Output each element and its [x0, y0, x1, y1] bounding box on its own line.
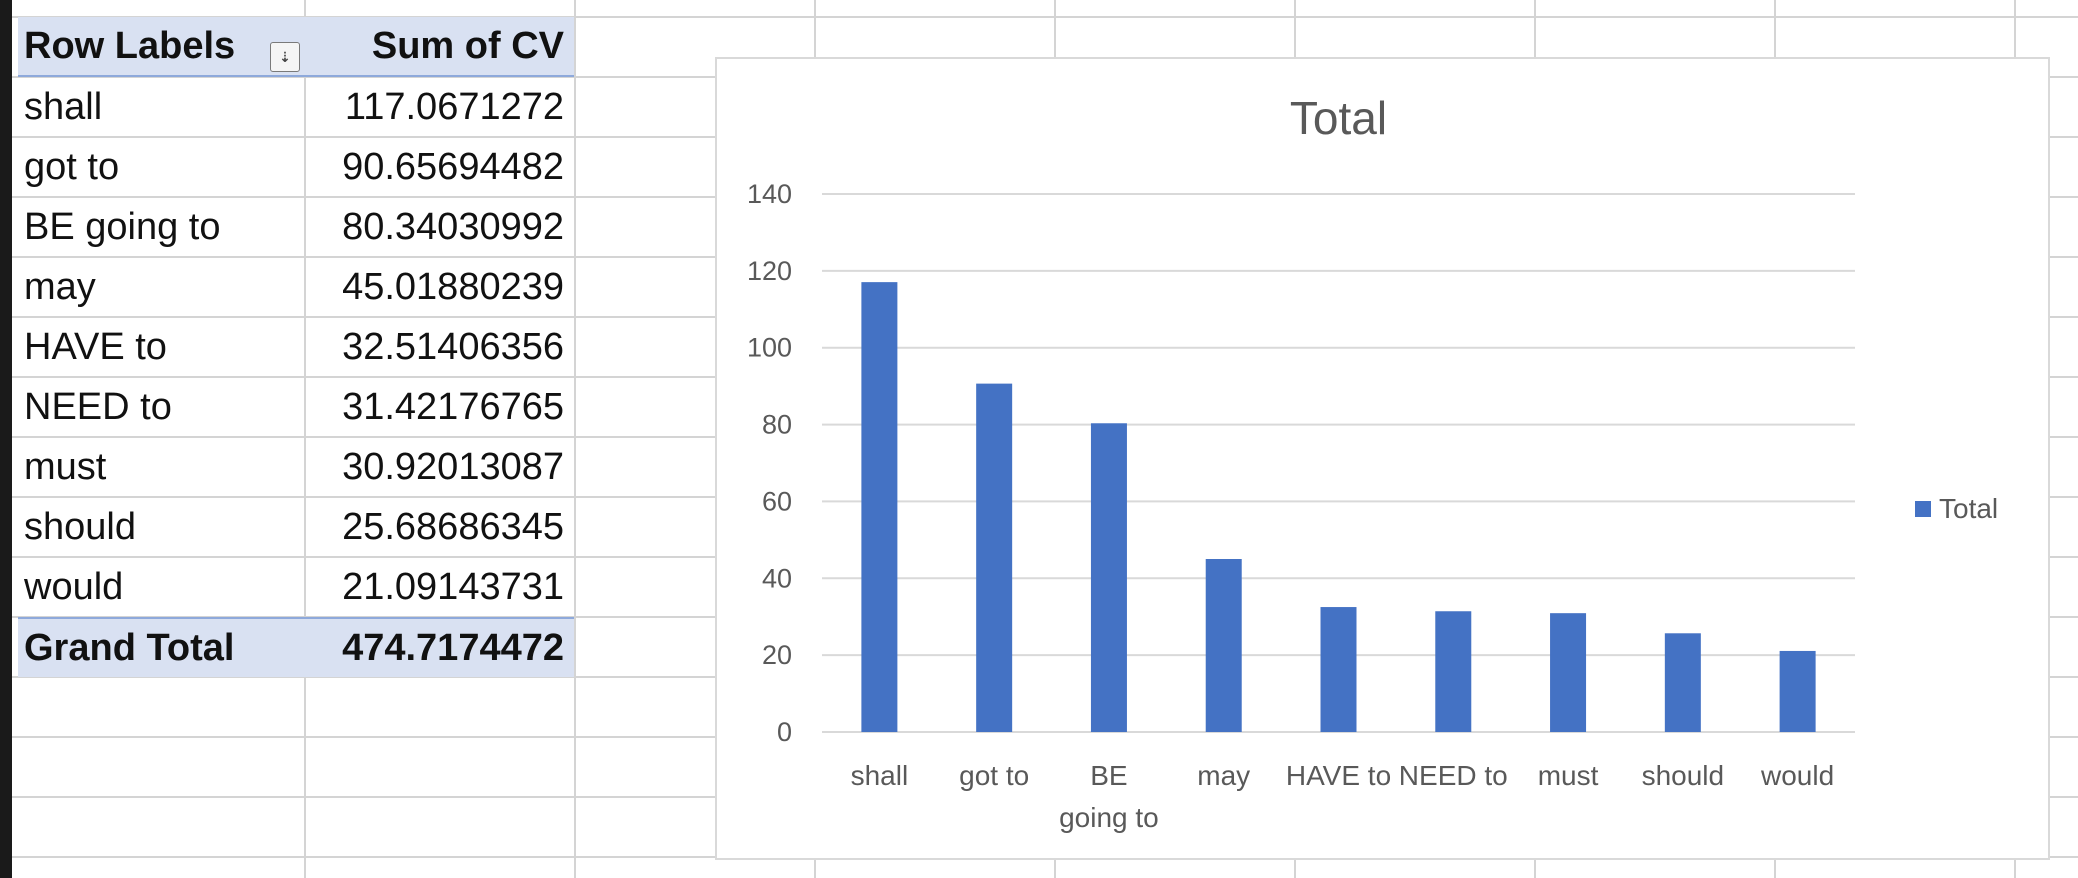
row-label[interactable]: must	[24, 445, 107, 488]
y-tick-label: 40	[762, 563, 792, 593]
bar	[1205, 558, 1242, 732]
row-value[interactable]: 80.34030992	[342, 205, 564, 248]
bar	[1090, 423, 1127, 732]
bar	[861, 282, 898, 732]
row-label[interactable]: would	[24, 565, 124, 608]
x-tick-label: may	[1197, 760, 1250, 791]
x-tick-label: NEED to	[1399, 760, 1508, 791]
left-window-edge	[0, 0, 12, 878]
pivot-row[interactable]: must 30.92013087	[18, 437, 574, 497]
pivot-row[interactable]: NEED to 31.42176765	[18, 377, 574, 437]
x-tick-label: shall	[851, 760, 909, 791]
legend-swatch	[1915, 501, 1931, 517]
y-tick-label: 80	[762, 410, 792, 440]
pivot-row[interactable]: shall 117.0671272	[18, 77, 574, 137]
row-value[interactable]: 32.51406356	[342, 325, 564, 368]
row-value[interactable]: 21.09143731	[342, 565, 564, 608]
bar	[1320, 607, 1357, 732]
bar	[1664, 633, 1701, 732]
x-tick-label: BE	[1090, 760, 1127, 791]
y-tick-label: 60	[762, 486, 792, 516]
row-value[interactable]: 25.68686345	[342, 505, 564, 548]
legend-label: Total	[1939, 493, 1998, 524]
x-tick-label: should	[1642, 760, 1725, 791]
row-label[interactable]: shall	[24, 85, 103, 128]
x-tick-label: got to	[959, 760, 1029, 791]
pivot-header-row[interactable]: Row Labels ⇣ Sum of CV	[18, 17, 574, 77]
bar-chart-svg: Total 0 20 40 60 80 100 120 140 shall got to BE goin…	[747, 92, 1998, 833]
bar	[1550, 613, 1587, 732]
row-label[interactable]: got to	[24, 145, 120, 188]
grand-total-row[interactable]: Grand Total 474.7174472	[18, 617, 574, 677]
row-label[interactable]: BE going to	[24, 205, 221, 248]
bar	[1435, 611, 1472, 732]
pivot-table: Row Labels ⇣ Sum of CV shall 117.0671272…	[18, 17, 574, 677]
pivot-chart[interactable]: Total 0 20 40 60 80 100 120 140 shall got to BE goin…	[715, 57, 2050, 860]
bar	[1779, 650, 1816, 732]
x-tick-label: would	[1760, 760, 1834, 791]
pivot-row[interactable]: should 25.68686345	[18, 497, 574, 557]
x-tick-label: must	[1538, 760, 1599, 791]
y-tick-label: 0	[777, 717, 792, 747]
y-tick-label: 140	[747, 179, 792, 209]
row-value[interactable]: 45.01880239	[342, 265, 564, 308]
y-tick-label: 100	[747, 333, 792, 363]
row-labels-header[interactable]: Row Labels	[24, 24, 236, 67]
sum-of-cv-header[interactable]: Sum of CV	[371, 24, 564, 67]
chart-title: Total	[1290, 92, 1387, 144]
pivot-row[interactable]: would 21.09143731	[18, 557, 574, 617]
bar	[976, 383, 1013, 732]
pivot-row[interactable]: HAVE to 32.51406356	[18, 317, 574, 377]
row-value[interactable]: 90.65694482	[342, 145, 564, 188]
row-value[interactable]: 117.0671272	[344, 85, 564, 128]
row-label[interactable]: should	[24, 505, 136, 548]
row-value[interactable]: 30.92013087	[342, 445, 564, 488]
pivot-row[interactable]: got to 90.65694482	[18, 137, 574, 197]
row-label[interactable]: NEED to	[24, 385, 172, 428]
row-label[interactable]: may	[24, 265, 96, 308]
y-tick-label: 120	[747, 256, 792, 286]
sort-filter-icon[interactable]: ⇣	[270, 42, 300, 72]
row-value[interactable]: 31.42176765	[342, 385, 564, 428]
pivot-row[interactable]: BE going to 80.34030992	[18, 197, 574, 257]
y-tick-label: 20	[762, 640, 792, 670]
x-tick-label: HAVE to	[1286, 760, 1391, 791]
row-label[interactable]: HAVE to	[24, 325, 167, 368]
pivot-row[interactable]: may 45.01880239	[18, 257, 574, 317]
x-tick-label: going to	[1059, 802, 1159, 833]
grand-total-value[interactable]: 474.7174472	[342, 626, 564, 669]
grand-total-label[interactable]: Grand Total	[24, 626, 235, 669]
